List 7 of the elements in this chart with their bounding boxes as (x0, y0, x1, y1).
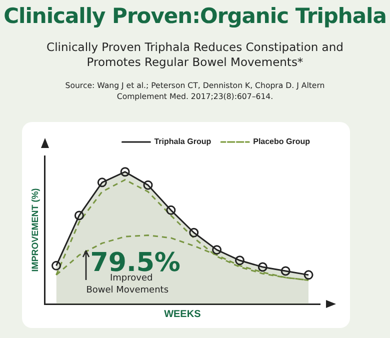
x-axis-title: WEEKS (164, 308, 202, 320)
legend-label: Placebo Group (253, 137, 310, 146)
legend-label: Triphala Group (154, 137, 212, 146)
chart-subtitle: Clinically Proven Triphala Reduces Constipation and Promotes Regular Bowel Movements* (46, 40, 344, 70)
y-axis-title: IMPROVEMENT (%) (30, 188, 40, 272)
chart-title: Clinically Proven:Organic Triphala (2, 4, 388, 28)
annotation: Improved Bowel Movements (86, 273, 169, 296)
